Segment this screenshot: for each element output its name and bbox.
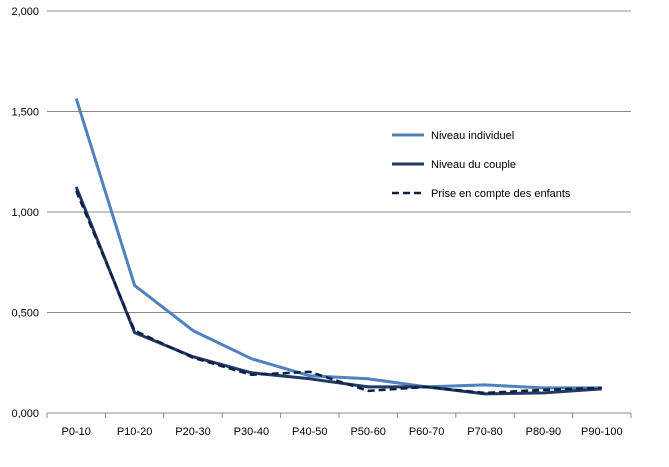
x-tick-label: P10-20 bbox=[117, 426, 152, 438]
x-tick-label: P80-90 bbox=[526, 426, 561, 438]
x-tick-label: P90-100 bbox=[581, 426, 623, 438]
series-line-3 bbox=[75, 190, 602, 395]
x-tick-label: P30-40 bbox=[234, 426, 269, 438]
y-tick-label: 1,500 bbox=[11, 107, 39, 119]
series-line-2 bbox=[74, 186, 602, 396]
legend: Niveau individuel Niveau du couple Prise e… bbox=[392, 130, 571, 200]
x-tick-label: P50-60 bbox=[350, 426, 385, 438]
y-tick-label: 0,500 bbox=[11, 308, 39, 320]
x-tick-label: P20-30 bbox=[175, 426, 210, 438]
y-tick-label: 1,000 bbox=[11, 207, 39, 219]
x-tick-label: P40-50 bbox=[292, 426, 327, 438]
y-tick-label: 2,000 bbox=[11, 6, 39, 18]
x-tick-label: P70-80 bbox=[467, 426, 502, 438]
legend-label-1: Niveau individuel bbox=[431, 130, 514, 142]
x-tick-label: P60-70 bbox=[409, 426, 444, 438]
y-tick-label: 0,000 bbox=[11, 408, 39, 420]
legend-label-2: Niveau du couple bbox=[431, 159, 516, 171]
y-axis-ticks: 0,000 0,500 1,000 1,500 2,000 bbox=[11, 6, 39, 420]
x-tick-label: P0-10 bbox=[62, 426, 91, 438]
legend-label-3: Prise en compte des enfants bbox=[431, 188, 571, 200]
x-axis-ticks: P0-10 P10-20 P20-30 P30-40 P40-50 P50-60 P60-7… bbox=[62, 426, 623, 438]
series-lines bbox=[74, 97, 602, 396]
x-axis bbox=[46, 412, 632, 418]
series-line-1 bbox=[74, 97, 602, 390]
gridlines bbox=[47, 10, 631, 313]
